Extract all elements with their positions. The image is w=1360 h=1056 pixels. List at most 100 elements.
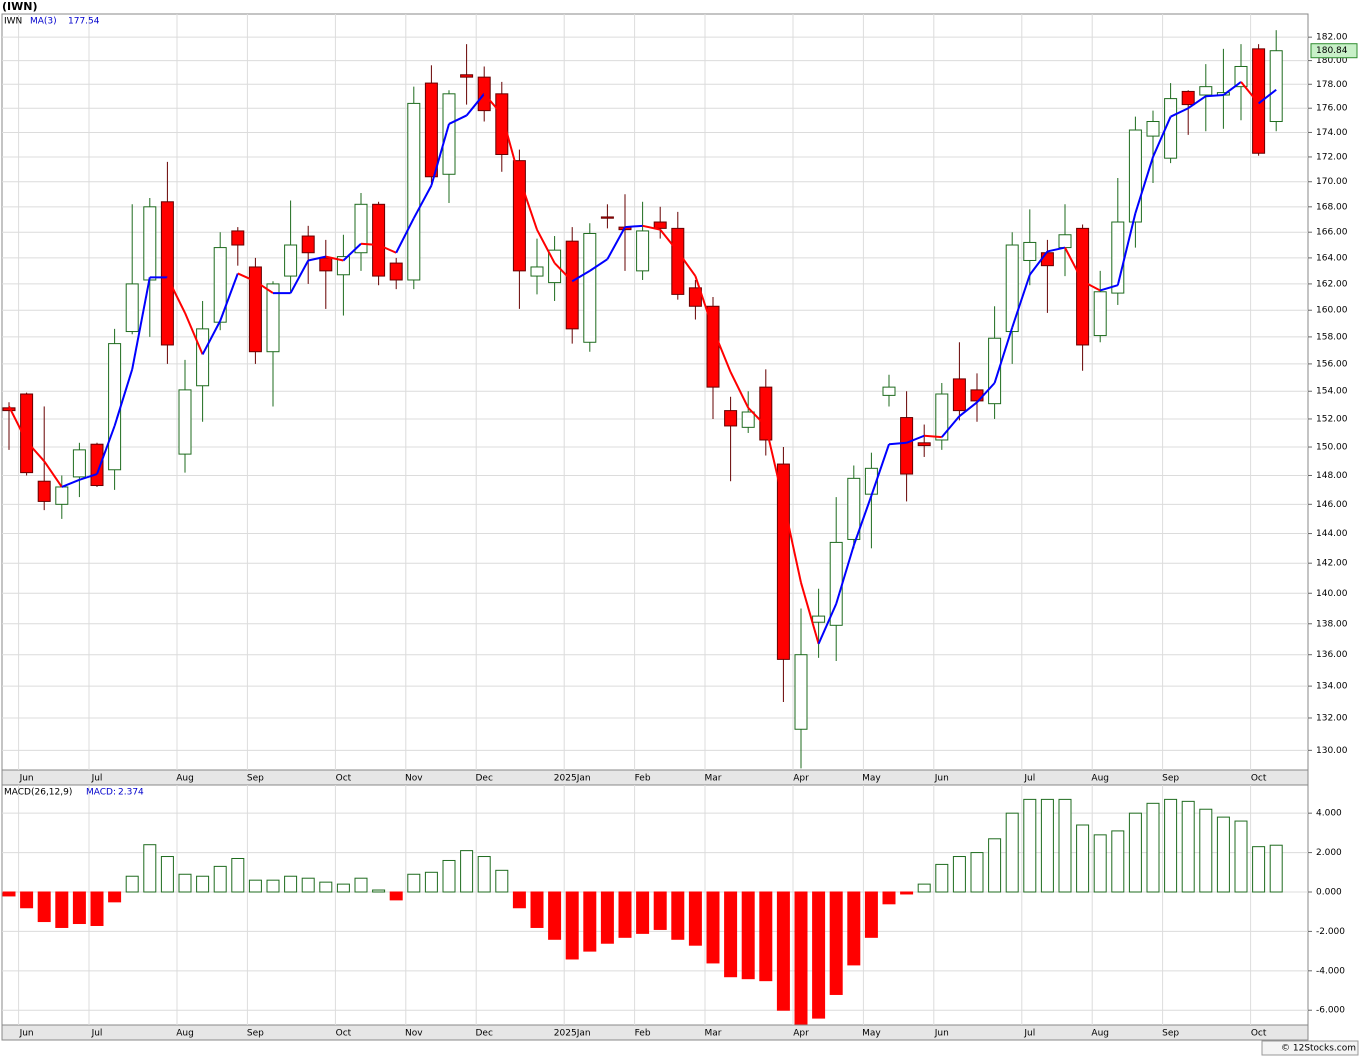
candle-body xyxy=(794,654,808,730)
bar xyxy=(565,891,579,960)
bar xyxy=(530,891,544,928)
x-tick-label: Apr xyxy=(793,774,809,784)
ma-segment xyxy=(817,603,838,645)
candle-body xyxy=(389,262,403,281)
footer-box xyxy=(1261,1040,1359,1056)
ma-segment xyxy=(219,273,239,322)
ma-segment xyxy=(500,113,521,179)
bar xyxy=(970,852,984,893)
ma-segment xyxy=(518,177,538,230)
candle-body xyxy=(759,386,773,441)
legend-symbol: IWN xyxy=(4,17,22,27)
bar xyxy=(794,891,808,1025)
bar xyxy=(917,883,931,893)
y-tick-label: 132.00 xyxy=(1316,713,1348,723)
candle-body xyxy=(284,244,298,277)
ma-segment xyxy=(976,382,996,403)
candle-body xyxy=(530,266,544,277)
candle-body xyxy=(653,221,667,229)
bar xyxy=(1181,800,1195,893)
candle-body xyxy=(125,283,139,333)
bar xyxy=(213,865,227,893)
ma-segment xyxy=(25,440,45,462)
bar xyxy=(442,859,456,893)
candle-body xyxy=(935,393,949,441)
candle-body xyxy=(724,410,738,427)
ma-segment xyxy=(166,276,186,314)
ma-segment xyxy=(395,217,415,254)
ma-segment xyxy=(729,371,750,409)
ma-segment xyxy=(448,114,468,125)
bar xyxy=(20,891,34,909)
legend-value: 177.54 xyxy=(68,17,100,27)
last-price-box xyxy=(1310,43,1358,59)
candle-body xyxy=(37,480,51,502)
y-tick-label: -4.000 xyxy=(1316,966,1345,976)
bar xyxy=(618,891,632,938)
date-band xyxy=(1,769,1309,786)
x-tick-label: Dec xyxy=(475,1029,492,1039)
y-tick-label: 170.00 xyxy=(1316,177,1348,187)
candle-body xyxy=(1040,252,1054,267)
ma-segment xyxy=(1170,107,1189,118)
bar xyxy=(1093,834,1107,893)
x-tick-label: Jul xyxy=(1023,774,1035,784)
bar xyxy=(847,891,861,966)
ma-segment xyxy=(906,434,925,444)
y-tick-label: 176.00 xyxy=(1316,104,1348,114)
panel-title: MACD(26,12,9) xyxy=(4,788,72,798)
bar xyxy=(829,891,843,995)
ma-segment xyxy=(378,244,397,254)
bar xyxy=(266,879,280,893)
ma-segment xyxy=(360,242,379,247)
y-tick-label: -6.000 xyxy=(1316,1006,1345,1016)
candle-body xyxy=(882,386,896,396)
candle-body xyxy=(847,477,861,540)
candle-body xyxy=(407,102,421,281)
x-tick-label: Jun xyxy=(19,1029,34,1039)
ma-segment xyxy=(1240,81,1260,105)
candle-body xyxy=(776,463,790,660)
x-tick-label: May xyxy=(862,1029,881,1039)
y-tick-label: 136.00 xyxy=(1316,650,1348,660)
bar xyxy=(548,891,562,940)
ma-segment xyxy=(553,262,573,282)
ma-segment xyxy=(888,441,907,446)
ma-segment xyxy=(307,255,327,262)
bar xyxy=(90,891,104,926)
bar xyxy=(759,891,773,982)
x-tick-label: Jun xyxy=(934,1029,949,1039)
ma-segment xyxy=(61,478,80,488)
candle-body xyxy=(970,389,984,402)
x-tick-label: Aug xyxy=(1091,1029,1109,1039)
ma-segment xyxy=(325,255,344,262)
y-tick-label: 182.00 xyxy=(1316,33,1348,43)
ma-segment xyxy=(1099,284,1119,292)
ma-segment xyxy=(79,473,98,481)
candle-body xyxy=(565,240,579,330)
bar xyxy=(125,875,139,893)
ma-segment xyxy=(201,320,222,355)
bar xyxy=(160,856,174,893)
x-tick-label: Oct xyxy=(336,1029,352,1039)
candle-body xyxy=(1005,244,1019,333)
plot-area xyxy=(1,13,1309,771)
y-tick-label: 148.00 xyxy=(1316,471,1348,481)
bar xyxy=(248,879,262,893)
y-tick-label: 130.00 xyxy=(1316,746,1348,756)
bar xyxy=(812,891,826,1019)
candle-body xyxy=(952,378,966,412)
ma-segment xyxy=(606,226,626,260)
candle-body xyxy=(671,227,685,295)
ma-segment xyxy=(870,443,890,496)
ma-segment xyxy=(1064,247,1084,282)
bar xyxy=(688,891,702,946)
candle-body xyxy=(160,201,174,346)
x-tick-label: Mar xyxy=(705,1029,722,1039)
y-tick-label: 134.00 xyxy=(1316,682,1348,692)
x-tick-label: Sep xyxy=(1162,1029,1179,1039)
x-tick-label: Nov xyxy=(405,1029,423,1039)
bar xyxy=(1216,816,1230,893)
bar xyxy=(671,891,685,940)
ma-segment xyxy=(941,415,961,438)
